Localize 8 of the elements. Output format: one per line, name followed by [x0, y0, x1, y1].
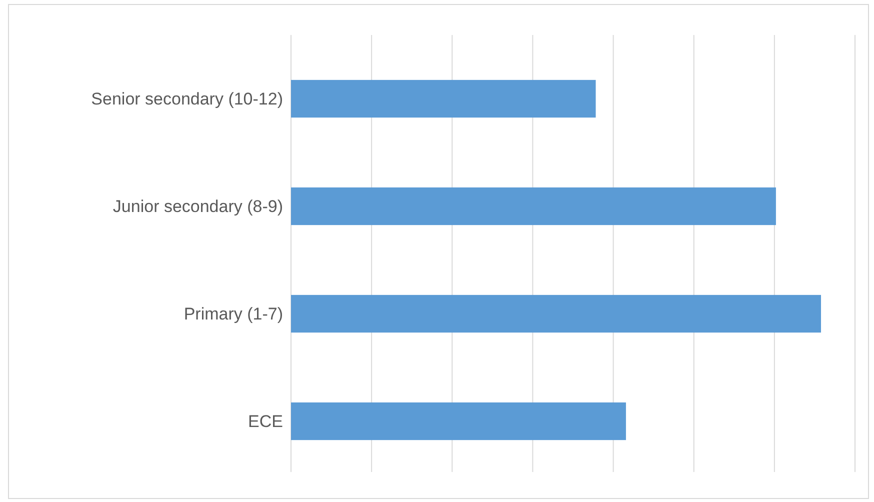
- bar: [291, 402, 626, 440]
- bar: [291, 80, 596, 118]
- y-tick-label: Primary (1-7): [184, 304, 283, 324]
- bar: [291, 294, 821, 333]
- bar: [291, 187, 776, 226]
- y-tick-label: Junior secondary (8-9): [112, 197, 283, 216]
- y-tick-label: ECE: [248, 412, 283, 432]
- y-tick-label: Senior secondary (10-12): [91, 90, 283, 109]
